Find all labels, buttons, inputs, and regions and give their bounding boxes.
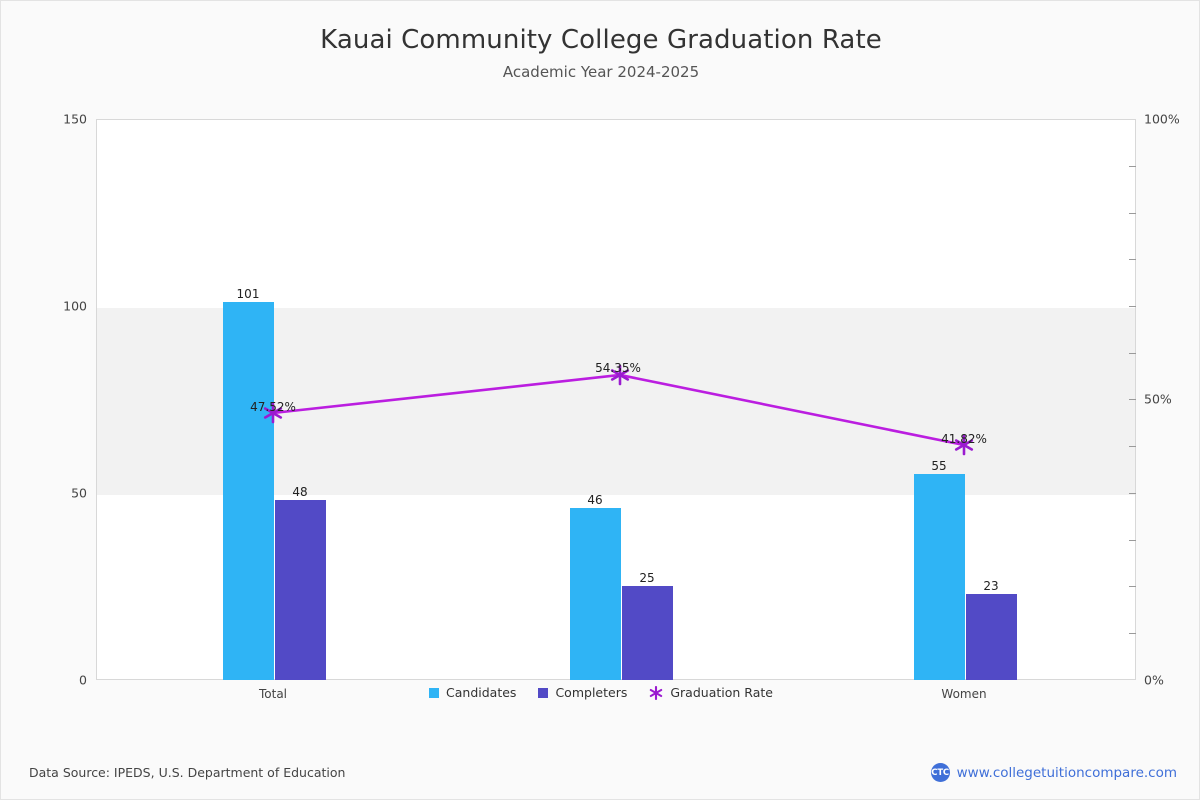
chart-legend: Candidates Completers Graduation Rate bbox=[1, 685, 1200, 700]
brand-footer[interactable]: CTC www.collegetuitioncompare.com bbox=[930, 763, 1177, 782]
bar-completers-total[interactable] bbox=[275, 500, 326, 680]
y2-axis-tick-100pct: 100% bbox=[1144, 111, 1180, 127]
y2-minor-tick bbox=[1129, 399, 1136, 400]
legend-item-candidates[interactable]: Candidates bbox=[429, 685, 516, 700]
bar-value-completers-men: 25 bbox=[639, 571, 655, 585]
legend-item-graduation-rate[interactable]: Graduation Rate bbox=[649, 685, 773, 700]
rate-value-men: 54.35% bbox=[595, 361, 641, 375]
y2-minor-tick bbox=[1129, 540, 1136, 541]
legend-label-candidates: Candidates bbox=[446, 685, 517, 700]
star-icon bbox=[649, 685, 663, 700]
y2-minor-tick bbox=[1129, 633, 1136, 634]
y2-minor-tick bbox=[1129, 493, 1136, 494]
data-source-note: Data Source: IPEDS, U.S. Department of E… bbox=[29, 765, 346, 780]
bar-completers-men[interactable] bbox=[622, 586, 673, 680]
brand-logo-icon: CTC bbox=[930, 763, 950, 782]
bar-value-completers-women: 23 bbox=[983, 579, 999, 593]
bar-value-candidates-men: 46 bbox=[587, 493, 603, 507]
y2-minor-tick bbox=[1129, 586, 1136, 587]
y-axis-tick-0: 0 bbox=[79, 672, 87, 688]
bar-completers-women[interactable] bbox=[966, 594, 1017, 680]
rate-value-women: 41.82% bbox=[941, 432, 987, 446]
x-axis-label-total: Total bbox=[258, 687, 288, 701]
brand-url-link[interactable]: www.collegetuitioncompare.com bbox=[956, 764, 1177, 781]
y2-minor-tick bbox=[1129, 306, 1136, 307]
y-axis-tick-100: 100 bbox=[63, 298, 87, 314]
y2-minor-tick bbox=[1129, 259, 1136, 260]
legend-swatch-candidates-icon bbox=[429, 687, 440, 698]
bar-candidates-men[interactable] bbox=[570, 508, 621, 680]
y-axis-tick-150: 150 bbox=[63, 111, 87, 127]
y2-axis-tick-0pct: 0% bbox=[1144, 672, 1164, 688]
bar-candidates-women[interactable] bbox=[914, 474, 965, 680]
legend-swatch-completers-icon bbox=[538, 687, 549, 698]
bar-value-candidates-women: 55 bbox=[931, 459, 947, 473]
y2-minor-tick bbox=[1129, 213, 1136, 214]
page-title: Kauai Community College Graduation Rate bbox=[320, 25, 882, 55]
bar-value-candidates-total: 101 bbox=[236, 287, 260, 301]
chart-subtitle: Academic Year 2024-2025 bbox=[502, 63, 700, 81]
y2-minor-tick bbox=[1129, 353, 1136, 354]
x-axis-label-women: Women bbox=[941, 687, 987, 701]
rate-value-total: 47.52% bbox=[250, 400, 296, 414]
y2-minor-tick bbox=[1129, 446, 1136, 447]
y-axis-tick-50: 50 bbox=[71, 485, 87, 501]
legend-label-graduation-rate: Graduation Rate bbox=[670, 685, 773, 700]
bar-candidates-total[interactable] bbox=[223, 302, 274, 680]
y2-axis-tick-50pct: 50% bbox=[1144, 391, 1172, 407]
legend-item-completers[interactable]: Completers bbox=[538, 685, 627, 700]
legend-label-completers: Completers bbox=[555, 685, 628, 700]
bar-value-completers-total: 48 bbox=[292, 485, 308, 499]
y2-minor-tick bbox=[1129, 166, 1136, 167]
